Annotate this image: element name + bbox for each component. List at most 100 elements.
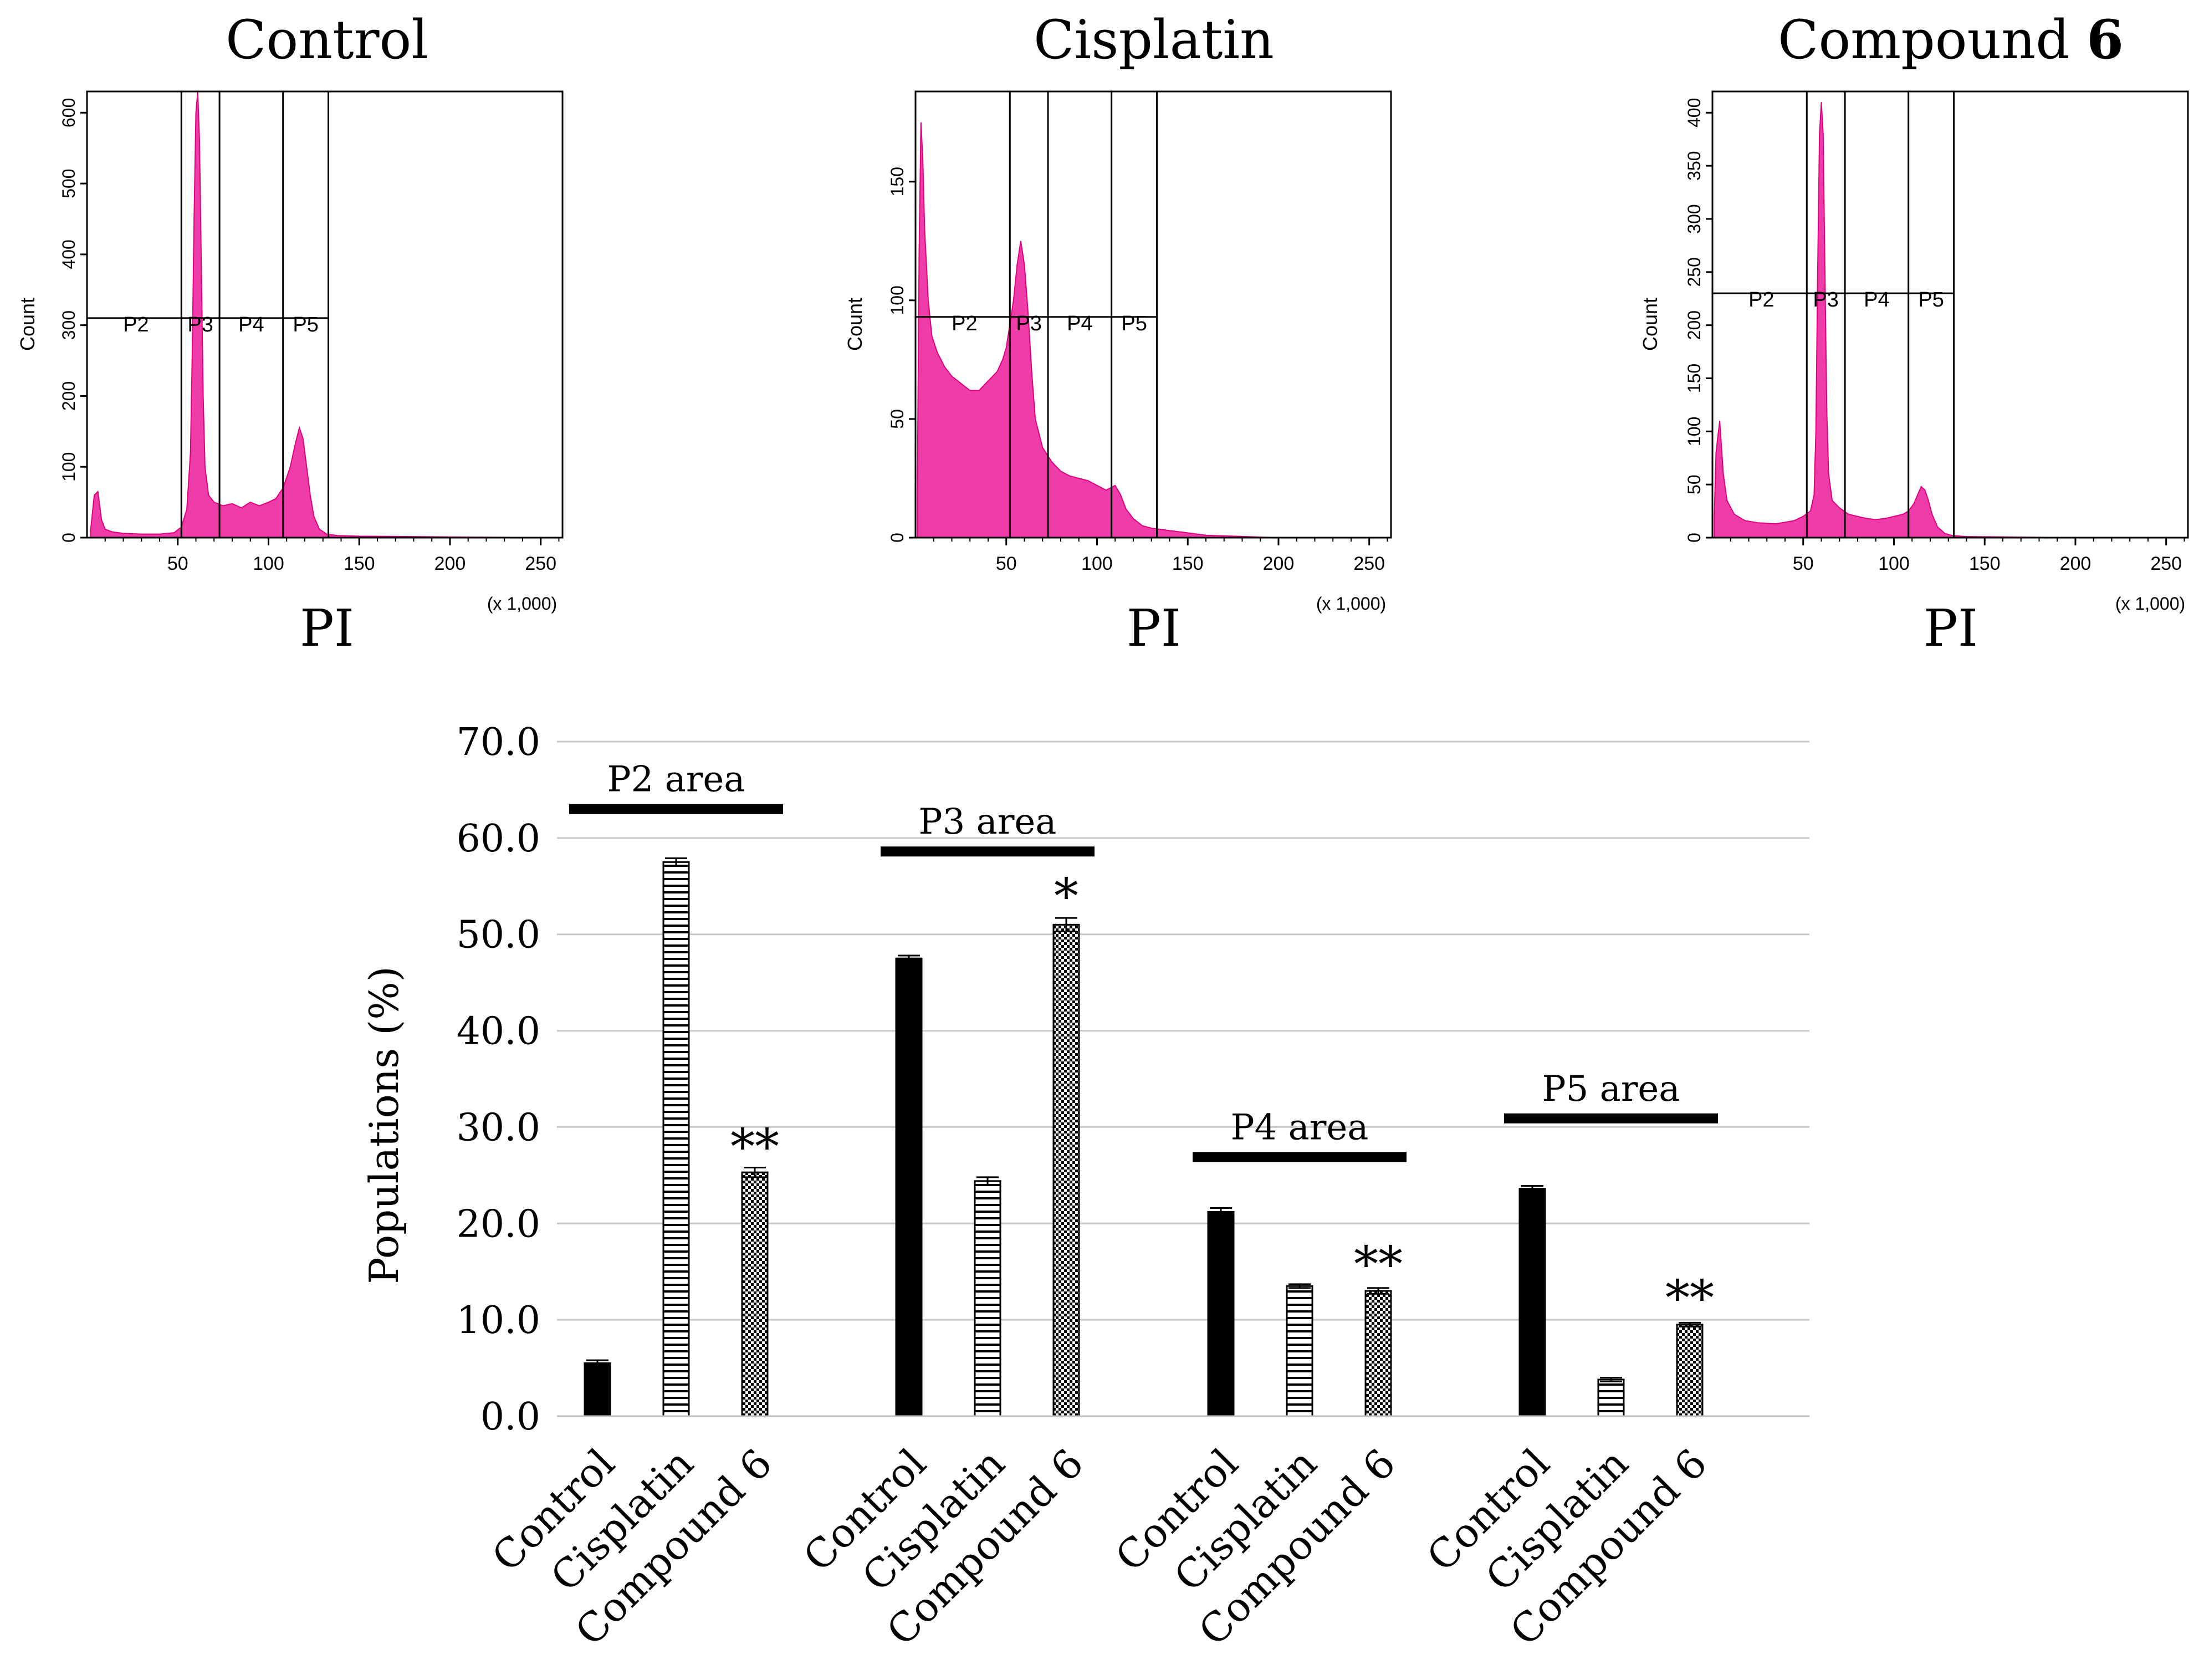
x-tick-label: 100 [253, 553, 284, 574]
y-tick-label: 200 [59, 381, 79, 411]
y-tick-label: 250 [1684, 257, 1704, 287]
histogram-x-unit: (x 1,000) [1316, 594, 1386, 614]
y-tick-label: 300 [1684, 204, 1704, 233]
x-tick-label: 150 [344, 553, 375, 574]
y-tick-label: 60.0 [457, 817, 540, 861]
histogram-frame [86, 90, 564, 539]
x-tick-label: 200 [2060, 553, 2092, 574]
gate-label: P5 [1918, 288, 1944, 312]
y-tick-label: 70.0 [457, 721, 540, 764]
histogram-panel-control: Control PI Count (x 1,000) P2 P3 P4 P5 50 100… [16, 9, 564, 658]
x-tick-label: 250 [2150, 553, 2182, 574]
significance-marker: ** [1665, 1269, 1714, 1326]
significance-marker: * [1054, 867, 1078, 925]
bar-cisplatin [1286, 1285, 1313, 1417]
x-tick-label: 200 [434, 553, 466, 574]
y-tick-label: 350 [1684, 151, 1704, 180]
y-tick-label: 150 [1684, 364, 1704, 393]
histogram-x-unit: (x 1,000) [487, 594, 557, 614]
histogram-area [917, 122, 1388, 538]
group-label: P4 area [1231, 1107, 1369, 1148]
x-tick-label: 250 [525, 553, 556, 574]
histogram-title-text: Cisplatin [1034, 9, 1274, 71]
y-tick-label: 50.0 [457, 913, 540, 957]
histogram-title: Cisplatin [1034, 9, 1274, 71]
y-tick-label: 100 [59, 452, 79, 482]
bar-control [584, 1362, 611, 1417]
group-label: P5 area [1542, 1069, 1680, 1110]
x-tick-label: 150 [1969, 553, 2001, 574]
x-tick-label: 50 [1793, 553, 1814, 574]
gate-label: P3 [1016, 312, 1041, 335]
histogram-area [1714, 102, 2185, 538]
y-tick-label: 0 [59, 533, 79, 543]
y-tick-label: 50 [1684, 474, 1704, 494]
bar-chart-ylabel: Populations (%) [361, 966, 407, 1284]
bar-cisplatin [974, 1180, 1001, 1417]
histogram-ylabel: Count [843, 298, 866, 351]
gate-label: P3 [1813, 288, 1838, 312]
y-tick-label: 30.0 [457, 1106, 540, 1150]
significance-marker: ** [730, 1119, 779, 1176]
group-label: P3 area [919, 801, 1057, 842]
gate-label: P2 [123, 313, 149, 336]
y-tick-label: 10.0 [457, 1299, 540, 1342]
y-tick-label: 40.0 [457, 1010, 540, 1054]
gate-label: P4 [238, 313, 264, 336]
y-tick-label: 50 [887, 409, 907, 429]
histogram-title: Compound 6 [1778, 8, 2124, 71]
gate-label: P3 [187, 313, 213, 336]
x-tick-label: 100 [1081, 553, 1113, 574]
y-tick-label: 100 [1684, 417, 1704, 446]
bar-compound-6 [741, 1171, 769, 1417]
gate-label: P2 [952, 312, 977, 335]
histogram-title-bold: 6 [2087, 8, 2124, 71]
y-tick-label: 0 [887, 533, 907, 543]
significance-marker: ** [1354, 1236, 1403, 1293]
histogram-title: Control [226, 9, 428, 71]
x-tick-label: 50 [167, 553, 188, 574]
bar-cisplatin [662, 861, 690, 1417]
y-tick-label: 600 [59, 98, 79, 127]
bar-control [1207, 1211, 1235, 1417]
histogram-ylabel: Count [16, 298, 39, 351]
gate-label: P2 [1748, 288, 1774, 312]
y-tick-label: 300 [59, 310, 79, 340]
y-tick-label: 500 [59, 168, 79, 198]
y-tick-label: 0.0 [480, 1395, 540, 1439]
group-label: P2 area [607, 759, 745, 800]
histogram-xlabel: PI [1924, 599, 1978, 658]
histogram-ylabel: Count [1639, 298, 1661, 351]
x-tick-label: 200 [1263, 553, 1295, 574]
gate-label: P5 [293, 313, 318, 336]
histogram-x-unit: (x 1,000) [2115, 594, 2185, 614]
bar-chart: Populations (%) 0.0 10.0 20.0 30.0 40.0 50.0 6… [361, 721, 1809, 1655]
gate-label: P5 [1121, 312, 1147, 335]
y-tick-label: 0 [1684, 533, 1704, 543]
y-tick-label: 20.0 [457, 1202, 540, 1246]
histogram-panel-cisplatin: Cisplatin PI Count (x 1,000) P2 P3 P4 P5 50 1… [843, 9, 1392, 658]
x-tick-label: 100 [1878, 553, 1910, 574]
histogram-frame [914, 90, 1392, 539]
y-tick-label: 200 [1684, 310, 1704, 340]
bar-compound-6 [1676, 1324, 1704, 1417]
y-tick-label: 150 [887, 167, 907, 196]
histogram-frame [1711, 90, 2189, 539]
histogram-area [90, 91, 559, 538]
histogram-title-text: Compound [1778, 9, 2087, 71]
bar-cisplatin [1597, 1378, 1625, 1417]
x-tick-label: 250 [1353, 553, 1385, 574]
histogram-title-text: Control [226, 9, 428, 71]
y-tick-label: 400 [59, 239, 79, 269]
y-tick-label: 100 [887, 285, 907, 315]
histogram-panel-compound-6: Compound 6 PI Count (x 1,000) P2 P3 P4 P5 50… [1639, 8, 2189, 658]
bar-compound-6 [1364, 1290, 1392, 1417]
gate-label: P4 [1864, 288, 1889, 312]
histogram-xlabel: PI [1127, 599, 1181, 658]
y-tick-label: 400 [1684, 98, 1704, 127]
bar-control [895, 957, 923, 1417]
x-tick-label: 150 [1172, 553, 1204, 574]
histogram-xlabel: PI [300, 599, 354, 658]
gate-label: P4 [1067, 312, 1092, 335]
